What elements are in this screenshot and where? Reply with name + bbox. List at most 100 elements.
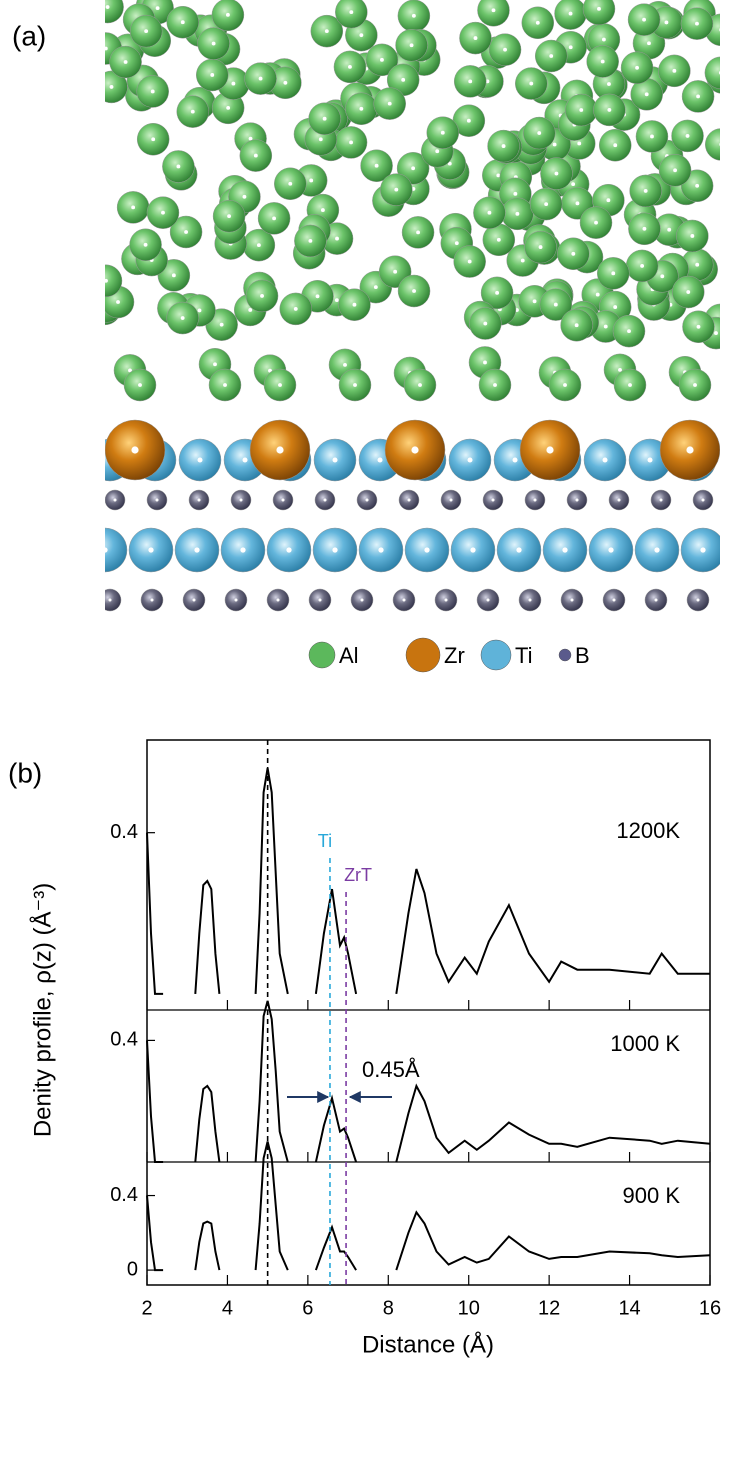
atom-highlight xyxy=(601,37,606,42)
atom-highlight xyxy=(719,143,720,146)
atom-highlight xyxy=(138,383,142,387)
atom-highlight xyxy=(334,298,339,303)
atom-highlight xyxy=(487,210,492,215)
atom-highlight xyxy=(394,187,399,192)
atom-highlight xyxy=(654,547,660,553)
atom-highlight xyxy=(197,498,201,502)
atom-highlight xyxy=(647,41,651,46)
arrow-label: 0.45Å xyxy=(362,1057,420,1082)
atom-highlight xyxy=(144,29,149,34)
atom-highlight xyxy=(286,547,292,553)
atom-highlight xyxy=(402,598,406,602)
legend-label: Ti xyxy=(515,643,533,668)
atom-highlight xyxy=(553,302,558,307)
atom-highlight xyxy=(491,498,495,502)
atom-highlight xyxy=(695,262,700,267)
atom-highlight xyxy=(516,547,522,553)
data-line xyxy=(146,1141,711,1272)
atom-highlight xyxy=(644,92,649,97)
atom-highlight xyxy=(256,243,261,248)
atom-image xyxy=(105,0,725,612)
atom-highlight xyxy=(324,29,329,34)
x-tick-label: 12 xyxy=(538,1297,560,1319)
atom-highlight xyxy=(359,106,364,111)
atom-highlight xyxy=(411,446,419,454)
atom-highlight xyxy=(503,47,507,52)
atom-highlight xyxy=(483,360,487,365)
atom-highlight xyxy=(248,308,253,312)
atom-highlight xyxy=(322,116,327,121)
panel-annotation: 1000 K xyxy=(610,1031,680,1056)
atom-highlight xyxy=(686,290,691,294)
legend-label: Al xyxy=(339,643,359,668)
atom-highlight xyxy=(693,383,697,387)
atom-highlight xyxy=(407,498,411,502)
atom-highlight xyxy=(380,57,384,62)
atom-highlight xyxy=(176,164,181,169)
x-tick-label: 6 xyxy=(302,1297,313,1319)
atom-highlight xyxy=(223,383,227,387)
atom-highlight xyxy=(607,107,612,112)
atom-highlight xyxy=(635,65,639,70)
legend-swatch xyxy=(558,648,572,662)
atom-highlight xyxy=(184,230,188,234)
atom-highlight xyxy=(603,324,608,329)
atom-highlight xyxy=(686,446,694,454)
atom-highlight xyxy=(225,12,230,17)
atom-highlight xyxy=(276,598,280,602)
atom-highlight xyxy=(444,598,448,602)
atom-highlight xyxy=(501,144,506,149)
atom-highlight xyxy=(424,547,430,553)
plot-frame xyxy=(146,739,711,1286)
atom-highlight xyxy=(213,362,217,367)
atom-highlight xyxy=(654,598,658,602)
atom-highlight xyxy=(374,163,379,168)
atom-highlight xyxy=(544,202,549,207)
atom-highlight xyxy=(348,64,352,69)
atom-highlight xyxy=(447,161,452,166)
panel-label: (b) xyxy=(8,757,42,788)
atom-highlight xyxy=(571,182,576,187)
atom-highlight xyxy=(161,210,165,215)
atom-highlight xyxy=(600,59,605,64)
atom-highlight xyxy=(349,140,353,145)
atom-highlight xyxy=(466,118,471,123)
atom xyxy=(704,56,720,90)
atom-highlight xyxy=(650,134,654,139)
legend: Al Zr Ti B xyxy=(308,637,590,673)
atom-highlight xyxy=(226,105,231,110)
reference-label: Ti xyxy=(318,831,332,851)
atom-highlight xyxy=(485,79,490,84)
y-tick-label: 0.4 xyxy=(110,1184,138,1206)
atom-highlight xyxy=(318,598,322,602)
atom-highlight xyxy=(594,220,598,225)
x-tick-label: 2 xyxy=(141,1297,152,1319)
atom-highlight xyxy=(197,457,203,463)
atom-highlight xyxy=(574,323,579,328)
atom-highlight xyxy=(143,242,148,247)
atom-highlight xyxy=(171,273,176,278)
atom-highlight xyxy=(113,498,117,502)
panel-annotation: 900 K xyxy=(623,1183,681,1208)
panel-label: (a) xyxy=(12,20,46,51)
atom-highlight xyxy=(486,598,490,602)
atom-highlight xyxy=(116,300,120,304)
atom-highlight xyxy=(568,45,573,50)
atom-highlight xyxy=(607,82,611,86)
atom-highlight xyxy=(613,143,618,148)
atom-highlight xyxy=(695,21,699,26)
atom-highlight xyxy=(467,259,472,264)
atom-highlight xyxy=(353,383,357,387)
atom-highlight xyxy=(721,76,725,80)
atom-highlight xyxy=(131,205,136,210)
atom-highlight xyxy=(123,60,128,64)
atom-highlight xyxy=(411,166,416,171)
atom-highlight xyxy=(496,237,501,242)
panel-annotation: 1200K xyxy=(616,818,680,843)
atom-highlight xyxy=(240,547,246,553)
atom-highlight xyxy=(365,498,369,502)
atom-highlight xyxy=(440,130,445,135)
atom-highlight xyxy=(537,131,542,135)
atom-highlight xyxy=(360,598,364,602)
atom-highlight xyxy=(554,171,559,176)
